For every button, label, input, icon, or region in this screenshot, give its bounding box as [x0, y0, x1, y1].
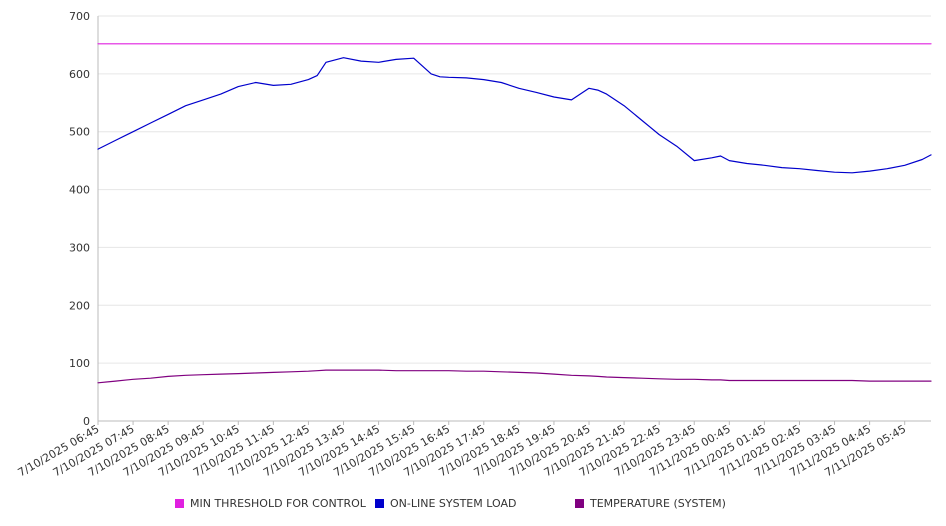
x-axis-ticks: 7/10/2025 06:457/10/2025 07:457/10/2025 …: [16, 421, 908, 479]
legend-item-temperature[interactable]: TEMPERATURE (SYSTEM): [575, 497, 726, 510]
legend-item-threshold[interactable]: MIN THRESHOLD FOR CONTROL: [175, 497, 366, 510]
series-line-temperature-system: [97, 369, 932, 384]
legend-swatch-load: [375, 499, 384, 508]
legend: MIN THRESHOLD FOR CONTROL ON-LINE SYSTEM…: [0, 497, 946, 515]
gridlines: [98, 15, 931, 364]
y-tick-label-500: 500: [69, 126, 90, 139]
legend-swatch-temperature: [575, 499, 584, 508]
y-tick-label-700: 700: [69, 10, 90, 23]
legend-label-temperature: TEMPERATURE (SYSTEM): [590, 497, 726, 510]
legend-label-load: ON-LINE SYSTEM LOAD: [390, 497, 517, 510]
y-axis-ticks: 0 100 200 300 400 500 600 700: [69, 10, 90, 428]
legend-item-load[interactable]: ON-LINE SYSTEM LOAD: [375, 497, 516, 510]
y-tick-label-0: 0: [83, 415, 90, 428]
y-tick-label-300: 300: [69, 241, 90, 254]
legend-swatch-threshold: [175, 499, 184, 508]
y-tick-label-400: 400: [69, 184, 90, 197]
y-tick-label-200: 200: [69, 299, 90, 312]
y-tick-label-600: 600: [69, 68, 90, 81]
series-line-on-line-system-load: [97, 57, 932, 174]
legend-label-threshold: MIN THRESHOLD FOR CONTROL: [190, 497, 366, 510]
y-tick-label-100: 100: [69, 357, 90, 370]
series-lines: [97, 43, 932, 384]
axes: [97, 16, 931, 422]
